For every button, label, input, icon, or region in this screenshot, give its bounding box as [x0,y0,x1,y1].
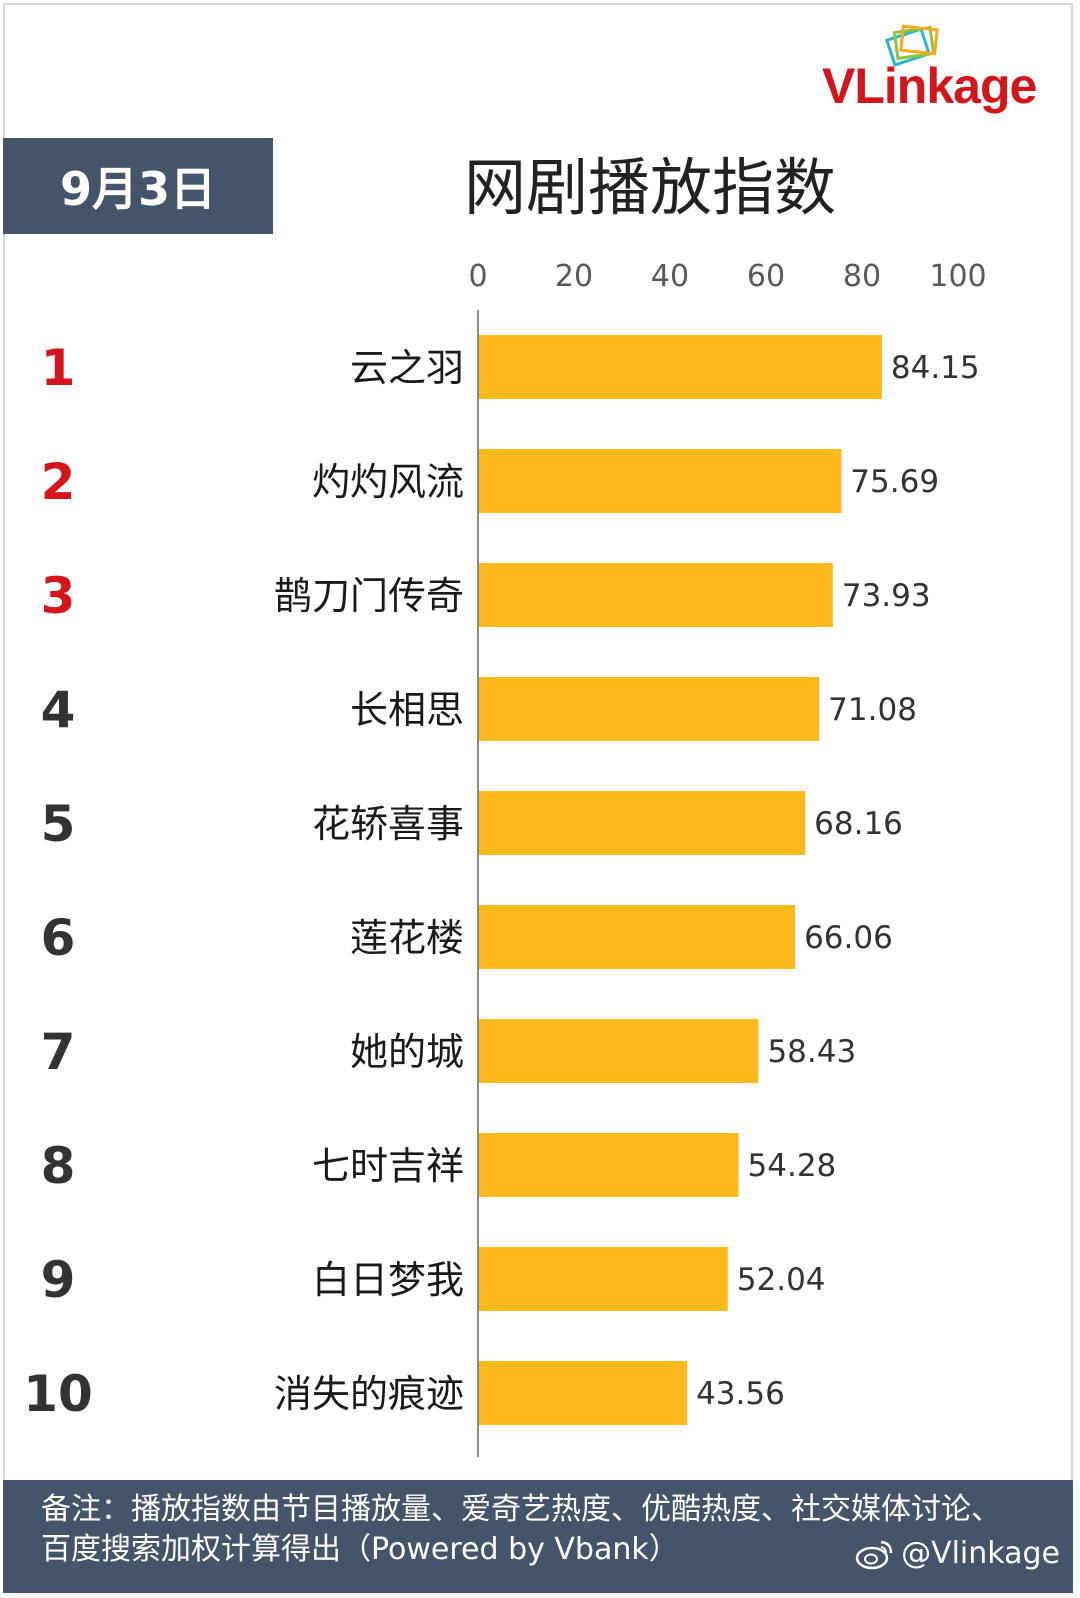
axis-tick-label: 20 [555,259,593,294]
value-label: 84.15 [891,350,980,386]
rank-label: 4 [41,681,76,739]
value-label: 68.16 [814,806,903,842]
date-badge: 9月3日 [3,138,273,234]
footer-note: 备注：播放指数由节目播放量、爱奇艺热度、优酷热度、社交媒体讨论、百度搜索加权计算… [41,1492,1001,1567]
bar [479,1019,759,1083]
bar [479,1247,728,1311]
category-label: 白日梦我 [312,1258,464,1302]
logo-text-rest: inkage [883,58,1037,114]
rank-label: 9 [41,1251,76,1309]
bar-chart: 0 20 40 60 80 100 1 云之羽 84.15 2 灼灼风流 75.69 3 鹊刀门传奇 73.… [23,259,987,1457]
category-label: 消失的痕迹 [274,1372,464,1416]
value-label: 73.93 [842,578,931,614]
axis-tick-label: 40 [651,259,689,294]
date-label: 9月3日 [59,162,216,216]
logo-mark-icon [884,24,939,67]
category-label: 七时吉祥 [312,1144,464,1188]
axis-tick-label: 0 [468,259,487,294]
rank-label: 2 [41,453,76,511]
value-label: 58.43 [767,1034,856,1070]
rank-label: 1 [41,339,76,397]
rank-label: 6 [41,909,76,967]
bar [479,563,833,627]
bar [479,1133,739,1197]
category-label: 长相思 [350,688,464,732]
watermark: @Vlinkage [855,1536,1060,1571]
value-label: 66.06 [804,920,893,956]
axis-tick-label: 80 [843,259,881,294]
axis-tick-label: 60 [747,259,785,294]
rank-label: 8 [41,1137,76,1195]
logo-text-vl: VL [822,58,885,114]
bar [479,335,882,399]
value-label: 75.69 [850,464,939,500]
rank-label: 10 [23,1365,93,1423]
chart-title: 网剧播放指数 [463,151,836,224]
value-label: 52.04 [737,1262,826,1298]
footer-bar: 备注：播放指数由节目播放量、爱奇艺热度、优酷热度、社交媒体讨论、百度搜索加权计算… [3,1480,1073,1593]
rank-label: 3 [41,567,76,625]
bar [479,905,796,969]
bar [479,449,842,513]
category-label: 灼灼风流 [312,460,464,504]
category-label: 莲花楼 [350,916,464,960]
bar [479,791,806,855]
category-label: 她的城 [350,1030,464,1074]
value-label: 43.56 [696,1376,785,1412]
watermark-text: @Vlinkage [901,1536,1060,1571]
category-label: 花轿喜事 [312,802,464,846]
bar [479,677,820,741]
vlinkage-logo: VLinkage [822,20,1072,125]
category-label: 鹊刀门传奇 [274,574,464,618]
axis-tick-label: 100 [929,259,986,294]
logo-text: VLinkage [822,56,1037,116]
bar [479,1361,688,1425]
category-label: 云之羽 [350,346,464,390]
rank-label: 5 [41,795,76,853]
weibo-icon [855,1540,893,1569]
value-label: 54.28 [748,1148,837,1184]
value-label: 71.08 [828,692,917,728]
rank-label: 7 [41,1023,76,1081]
